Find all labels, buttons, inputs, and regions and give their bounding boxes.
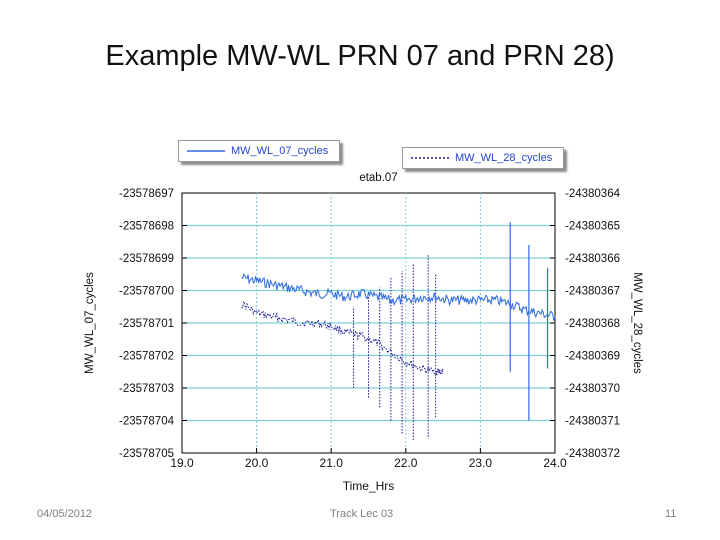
y-tick-label-right: -24380369 <box>565 351 620 363</box>
y-tick-label-right: -24380370 <box>565 383 620 395</box>
y-tick-label-left: -23578702 <box>119 351 174 363</box>
footer-course: Track Lec 03 <box>330 508 394 520</box>
x-axis-label: Time_Hrs <box>343 479 395 493</box>
series-07-line <box>241 272 556 321</box>
y-axis-label-right: MW_WL_28_cycles <box>631 272 643 374</box>
slide-title: Example MW-WL PRN 07 and PRN 28) <box>105 40 615 72</box>
y-axis-label-left: MW_WL_07_cycles <box>84 272 96 374</box>
x-tick-label: 22.0 <box>394 456 418 470</box>
footer-page-number: 11 <box>665 508 677 520</box>
y-tick-label-right: -24380371 <box>565 416 620 428</box>
x-tick-label: 23.0 <box>469 456 493 470</box>
x-tick-label: 20.0 <box>245 456 269 470</box>
y-tick-label-left: -23578705 <box>119 448 174 460</box>
x-tick-label: 24.0 <box>543 456 567 470</box>
y-tick-label-right: -24380364 <box>565 188 621 200</box>
footer-date: 04/05/2012 <box>37 508 93 520</box>
legend-line-07-icon <box>187 150 225 152</box>
y-tick-label-left: -23578703 <box>119 383 174 395</box>
y-tick-label-right: -24380365 <box>565 221 620 233</box>
x-tick-label: 19.0 <box>170 456 194 470</box>
y-tick-label-right: -24380368 <box>565 318 620 330</box>
y-tick-label-left: -23578700 <box>119 286 174 298</box>
y-tick-label-right: -24380372 <box>565 448 620 460</box>
y-tick-label-right: -24380366 <box>565 253 620 265</box>
y-tick-label-left: -23578698 <box>119 221 174 233</box>
y-tick-label-left: -23578697 <box>119 188 174 200</box>
legend-series-07: MW_WL_07_cycles <box>178 140 340 162</box>
y-tick-label-left: -23578701 <box>119 318 174 330</box>
chart-title: etab.07 <box>359 172 397 184</box>
legend-series-28: MW_WL_28_cycles <box>402 147 564 169</box>
series-28-line <box>241 299 444 376</box>
legend-label-28: MW_WL_28_cycles <box>455 152 553 164</box>
y-tick-label-left: -23578699 <box>119 253 174 265</box>
y-tick-label-right: -24380367 <box>565 286 620 298</box>
legend-label-07: MW_WL_07_cycles <box>231 145 329 157</box>
x-tick-label: 21.0 <box>320 456 344 470</box>
y-tick-label-left: -23578704 <box>119 416 175 428</box>
